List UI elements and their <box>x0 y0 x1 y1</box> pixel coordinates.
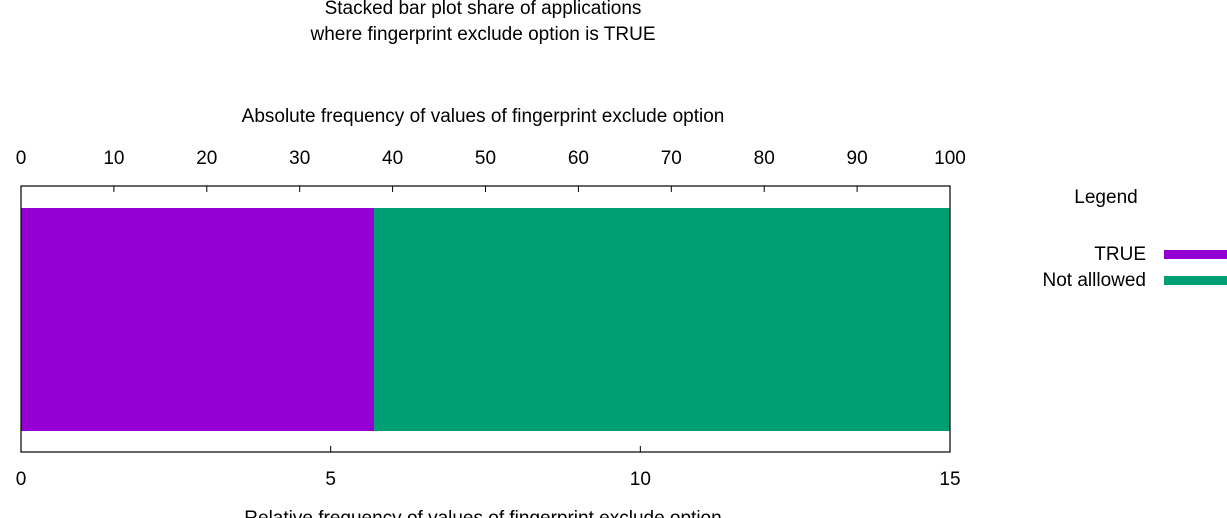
top-tick-label: 40 <box>382 148 403 169</box>
legend-title: Legend <box>1074 187 1137 208</box>
top-tick-label: 70 <box>661 148 682 169</box>
legend-label: Not alllowed <box>1043 270 1147 291</box>
bottom-tick-label: 0 <box>16 469 27 490</box>
top-axis-label: Absolute frequency of values of fingerpr… <box>242 106 725 127</box>
bottom-tick-label: 5 <box>325 469 336 490</box>
bar-segments <box>21 208 950 431</box>
top-tick-label: 30 <box>289 148 310 169</box>
legend-swatch <box>1164 250 1227 259</box>
bar-segment-0 <box>21 208 375 431</box>
legend-swatch <box>1164 276 1227 285</box>
top-axis-ticks: 0 10 20 30 40 50 60 70 80 90 100 <box>16 148 966 192</box>
bottom-axis-label: Relative frequency of values of fingerpr… <box>244 508 721 518</box>
top-tick-label: 100 <box>934 148 966 169</box>
legend: TRUE Not alllowed <box>1043 244 1227 291</box>
top-tick-label: 10 <box>103 148 124 169</box>
top-tick-label: 90 <box>847 148 868 169</box>
chart-title-line-2: where fingerprint exclude option is TRUE <box>310 24 656 45</box>
top-tick-label: 0 <box>16 148 27 169</box>
legend-label: TRUE <box>1094 244 1146 265</box>
top-tick-label: 80 <box>754 148 775 169</box>
top-tick-label: 20 <box>196 148 217 169</box>
top-tick-label: 50 <box>475 148 496 169</box>
top-tick-label: 60 <box>568 148 589 169</box>
plot-frame <box>20 185 951 453</box>
bottom-tick-label: 15 <box>939 469 960 490</box>
chart-title-line-1: Stacked bar plot share of applications <box>325 0 642 19</box>
bar-segment-1 <box>374 208 950 431</box>
bottom-tick-label: 10 <box>630 469 651 490</box>
bottom-axis-ticks: 0 5 10 15 <box>16 446 961 490</box>
